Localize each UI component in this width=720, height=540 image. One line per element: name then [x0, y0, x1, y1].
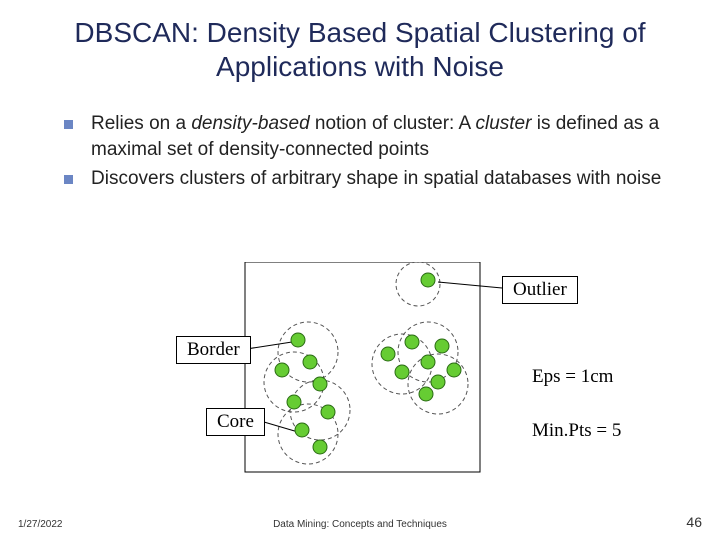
slide-title: DBSCAN: Density Based Spatial Clustering…	[0, 0, 720, 83]
eps-label: Eps = 1cm	[532, 366, 613, 388]
diagram: Outlier Border Core Eps = 1cm Min.Pts = …	[170, 262, 690, 492]
border-label: Border	[176, 336, 251, 364]
bullet-item: Discovers clusters of arbitrary shape in…	[64, 166, 680, 192]
outlier-label: Outlier	[502, 276, 578, 304]
page-number: 46	[686, 514, 702, 530]
bullet-item: Relies on a density-based notion of clus…	[64, 111, 680, 162]
bullet-marker-icon	[64, 120, 73, 129]
core-label: Core	[206, 408, 265, 436]
bullet-text: Discovers clusters of arbitrary shape in…	[91, 166, 680, 192]
bullet-text: Relies on a density-based notion of clus…	[91, 111, 680, 162]
bullet-list: Relies on a density-based notion of clus…	[0, 83, 720, 192]
bullet-marker-icon	[64, 175, 73, 184]
footer-title: Data Mining: Concepts and Techniques	[0, 519, 720, 530]
minpts-label: Min.Pts = 5	[532, 420, 621, 442]
